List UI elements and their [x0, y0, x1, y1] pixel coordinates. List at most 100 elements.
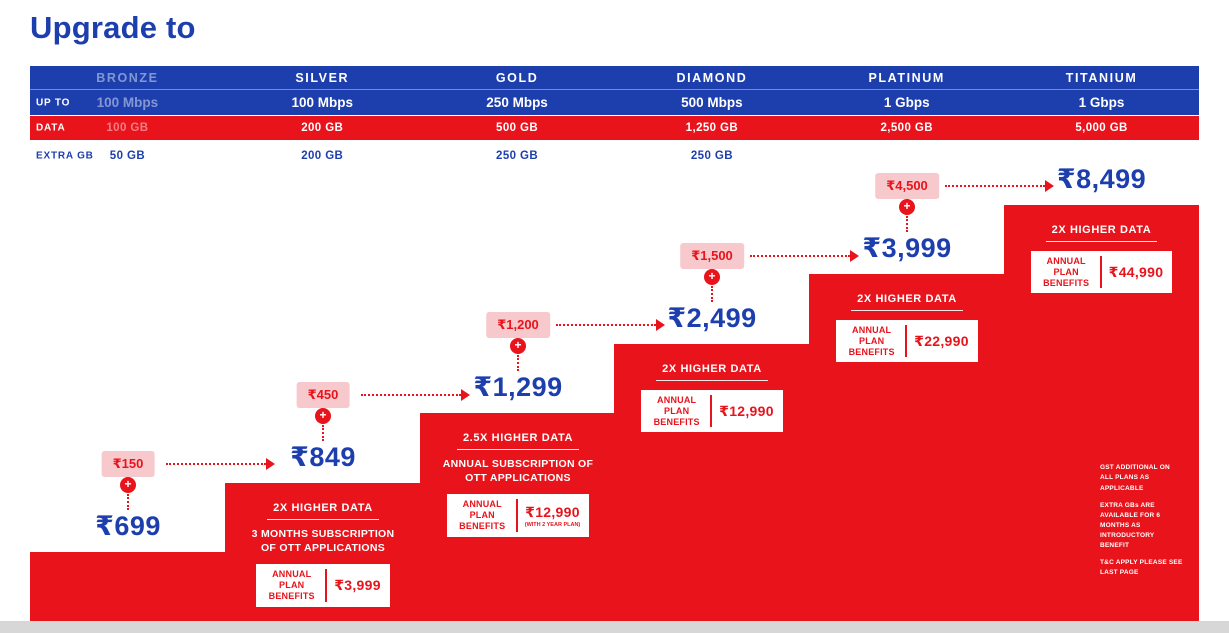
dotted-connector-line: [322, 425, 324, 441]
speed-row: UP TO 100 Mbps 100 Mbps 250 Mbps 500 Mbp…: [30, 90, 1199, 115]
dotted-arrow-line: [556, 319, 665, 331]
benefit-highlight: 2X HIGHER DATA: [851, 293, 963, 311]
annual-plan-label: ANNUAL PLAN BENEFITS: [650, 395, 713, 428]
increment-badge: ₹4,500: [875, 173, 939, 199]
diamond-extra: 250 GB: [690, 150, 733, 162]
annual-plan-price: ₹12,990: [525, 503, 580, 520]
annual-plan-price-wrap: ₹12,990: [712, 403, 774, 420]
gold-data: 500 GB: [496, 122, 539, 134]
silver-extra: 200 GB: [301, 150, 344, 162]
plan-name-diamond: DIAMOND: [676, 70, 748, 85]
benefit-highlight: 2.5X HIGHER DATA: [456, 432, 580, 450]
arrow-right-icon: [266, 458, 275, 470]
increment-badge: ₹450: [296, 382, 350, 408]
plan-price-bronze: ₹699: [95, 511, 161, 541]
data-row: DATA 100 GB 200 GB 500 GB 1,250 GB 2,500…: [30, 116, 1199, 140]
stair-block-titanium: 2X HIGHER DATA ANNUAL PLAN BENEFITS ₹44,…: [1004, 205, 1199, 621]
stair-step-titanium: ₹8,499 2X HIGHER DATA ANNUAL PLAN BENEFI…: [1004, 164, 1199, 621]
speed-row-label: UP TO: [36, 97, 71, 108]
diamond-speed: 500 Mbps: [681, 95, 743, 110]
page-title: Upgrade to: [30, 10, 196, 45]
annual-plan-price-wrap: ₹22,990: [907, 333, 969, 350]
data-row-label: DATA: [36, 122, 66, 134]
dotted-arrow-line: [361, 389, 470, 401]
stair-step-silver: ₹450 + ₹849 2X HIGHER DATA 3 MONTHS SUBS…: [225, 170, 470, 621]
annual-plan-label: ANNUAL PLAN BENEFITS: [456, 499, 518, 532]
plus-icon: +: [510, 338, 526, 354]
plan-name-silver: SILVER: [295, 70, 350, 85]
dotted-arrow-line: [166, 458, 275, 470]
bronze-extra: 50 GB: [109, 150, 146, 162]
diamond-data: 1,250 GB: [685, 122, 739, 134]
footnote-tnc: T&C APPLY PLEASE SEE LAST PAGE: [1100, 558, 1183, 576]
benefit-highlight: 2X HIGHER DATA: [267, 502, 379, 520]
stair-block-silver: 2X HIGHER DATA 3 MONTHS SUBSCRIPTION OF …: [225, 483, 421, 621]
plans-table: BRONZE SILVER GOLD DIAMOND PLATINUM TITA…: [30, 66, 1199, 172]
annual-plan-price: ₹22,990: [914, 332, 969, 349]
annual-plan-price: ₹12,990: [719, 402, 774, 419]
silver-speed: 100 Mbps: [291, 95, 353, 110]
bottom-strip: [0, 621, 1229, 633]
platinum-data: 2,500 GB: [880, 122, 933, 134]
annual-plan-price-wrap: ₹44,990: [1102, 264, 1164, 281]
annual-plan-price: ₹3,999: [334, 577, 381, 594]
price-staircase: ₹150 + ₹699 ₹450 + ₹849 2X HIGHER DATA 3…: [30, 164, 1199, 621]
annual-plan-note: (WITH 2 YEAR PLAN): [524, 521, 581, 528]
platinum-speed: 1 Gbps: [883, 95, 930, 110]
benefit-highlight: 2X HIGHER DATA: [656, 363, 768, 381]
plan-names-row: BRONZE SILVER GOLD DIAMOND PLATINUM TITA…: [30, 66, 1199, 90]
plus-icon: +: [899, 199, 915, 215]
plan-price-platinum: ₹3,999: [862, 233, 952, 263]
plan-price-gold: ₹1,299: [473, 372, 563, 402]
stair-step-diamond: ₹1,500 + ₹2,499 2X HIGHER DATA ANNUAL PL…: [614, 170, 859, 621]
annual-plan-price-wrap: ₹3,999: [327, 577, 381, 594]
stair-block-bronze: [30, 552, 226, 621]
bronze-speed: 100 Mbps: [96, 95, 159, 110]
benefit-subscription: 3 MONTHS SUBSCRIPTION OF OTT APPLICATION…: [251, 528, 395, 555]
stair-block-gold: 2.5X HIGHER DATA ANNUAL SUBSCRIPTION OF …: [420, 413, 616, 621]
plan-name-platinum: PLATINUM: [868, 70, 945, 85]
stair-step-bronze: ₹150 + ₹699: [30, 170, 275, 621]
annual-plan-price: ₹44,990: [1108, 263, 1164, 280]
annual-plan-benefits-box: ANNUAL PLAN BENEFITS ₹12,990 (WITH 2 YEA…: [446, 494, 590, 537]
dotted-connector-line: [906, 216, 908, 232]
titanium-data: 5,000 GB: [1075, 122, 1128, 134]
plus-icon: +: [120, 477, 136, 493]
annual-plan-benefits-box: ANNUAL PLAN BENEFITS ₹22,990: [836, 320, 978, 363]
stair-block-platinum: 2X HIGHER DATA ANNUAL PLAN BENEFITS ₹22,…: [809, 274, 1005, 621]
silver-data: 200 GB: [301, 122, 344, 134]
benefit-subscription: ANNUAL SUBSCRIPTION OF OTT APPLICATIONS: [442, 458, 594, 485]
stair-step-platinum: ₹4,500 + ₹3,999 2X HIGHER DATA ANNUAL PL…: [809, 170, 1054, 621]
stair-block-diamond: 2X HIGHER DATA ANNUAL PLAN BENEFITS ₹12,…: [614, 344, 810, 621]
titanium-speed: 1 Gbps: [1078, 95, 1125, 110]
arrow-right-icon: [1045, 180, 1054, 192]
plan-price-titanium: ₹8,499: [1056, 164, 1147, 194]
annual-plan-benefits-box: ANNUAL PLAN BENEFITS ₹44,990: [1030, 251, 1173, 294]
annual-plan-price-wrap: ₹12,990 (WITH 2 YEAR PLAN): [518, 504, 581, 528]
plan-name-titanium: TITANIUM: [1065, 70, 1138, 85]
dotted-connector-line: [711, 286, 713, 302]
extra-gb-row: EXTRA GB 50 GB 200 GB 250 GB 250 GB: [30, 140, 1199, 172]
annual-plan-label: ANNUAL PLAN BENEFITS: [1040, 256, 1102, 289]
stair-step-gold: ₹1,200 + ₹1,299 2.5X HIGHER DATA ANNUAL …: [420, 170, 665, 621]
increment-badge: ₹1,500: [680, 243, 744, 269]
annual-plan-benefits-box: ANNUAL PLAN BENEFITS ₹12,990: [641, 390, 783, 433]
annual-plan-label: ANNUAL PLAN BENEFITS: [845, 325, 908, 358]
footnotes: GST ADDITIONAL ON ALL PLANS AS APPLICABL…: [1100, 463, 1184, 585]
annual-plan-benefits-box: ANNUAL PLAN BENEFITS ₹3,999: [256, 564, 390, 607]
dotted-connector-line: [127, 494, 129, 510]
plan-name-bronze: BRONZE: [96, 70, 159, 85]
gold-extra: 250 GB: [496, 150, 539, 162]
plan-price-diamond: ₹2,499: [667, 303, 757, 333]
extra-gb-row-label: EXTRA GB: [36, 150, 94, 162]
bronze-data: 100 GB: [106, 122, 149, 134]
arrow-right-icon: [850, 250, 859, 262]
plan-name-gold: GOLD: [495, 70, 539, 85]
dotted-arrow-line: [945, 180, 1054, 192]
benefit-highlight: 2X HIGHER DATA: [1045, 224, 1158, 242]
arrow-right-icon: [656, 319, 665, 331]
increment-badge: ₹150: [101, 451, 155, 477]
footnote-extra: EXTRA GBs ARE AVAILABLE FOR 6 MONTHS AS …: [1100, 501, 1161, 549]
footnote-gst: GST ADDITIONAL ON ALL PLANS AS APPLICABL…: [1100, 464, 1170, 492]
